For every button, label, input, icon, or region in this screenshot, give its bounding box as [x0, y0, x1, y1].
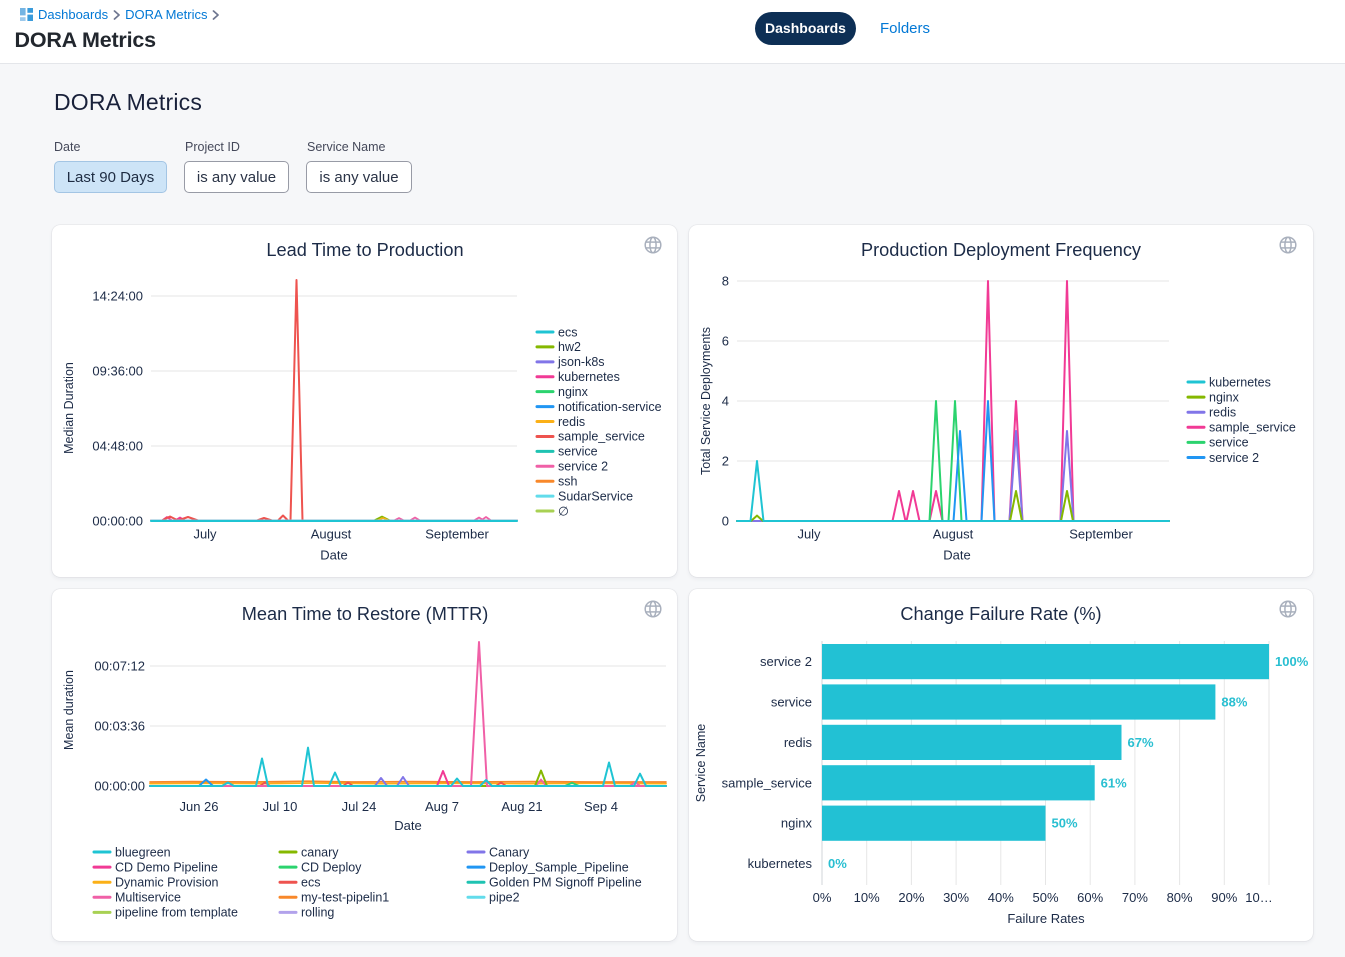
svg-text:Jun 26: Jun 26	[179, 799, 218, 814]
svg-text:Dynamic Provision: Dynamic Provision	[115, 876, 219, 890]
svg-text:Golden PM Signoff Pipeline: Golden PM Signoff Pipeline	[489, 876, 642, 890]
svg-text:80%: 80%	[1167, 890, 1193, 905]
svg-text:Jul 24: Jul 24	[342, 799, 377, 814]
svg-text:Failure Rates: Failure Rates	[1007, 911, 1085, 926]
svg-text:Mean duration: Mean duration	[62, 670, 76, 750]
svg-text:88%: 88%	[1221, 695, 1247, 710]
svg-text:00:07:12: 00:07:12	[94, 659, 145, 674]
svg-text:nginx: nginx	[781, 816, 813, 831]
svg-text:July: July	[193, 527, 217, 542]
svg-text:30%: 30%	[943, 890, 969, 905]
svg-text:Deploy_Sample_Pipeline: Deploy_Sample_Pipeline	[489, 860, 629, 874]
svg-text:Date: Date	[943, 548, 970, 563]
svg-text:Change Failure Rate (%): Change Failure Rate (%)	[900, 604, 1101, 624]
svg-text:Aug 7: Aug 7	[425, 799, 459, 814]
svg-text:70%: 70%	[1122, 890, 1148, 905]
svg-text:service 2: service 2	[760, 654, 812, 669]
svg-text:2: 2	[722, 454, 729, 469]
svg-text:Multiservice: Multiservice	[115, 891, 181, 905]
svg-text:ecs: ecs	[558, 325, 577, 339]
svg-text:Production Deployment Frequenc: Production Deployment Frequency	[861, 240, 1142, 260]
svg-text:Date: Date	[320, 548, 347, 563]
svg-text:Aug 21: Aug 21	[501, 799, 542, 814]
svg-text:61%: 61%	[1101, 775, 1127, 790]
svg-text:60%: 60%	[1077, 890, 1103, 905]
svg-text:0: 0	[722, 514, 729, 529]
svg-text:00:00:00: 00:00:00	[92, 514, 143, 529]
svg-text:nginx: nginx	[1209, 390, 1240, 404]
svg-text:redis: redis	[784, 735, 813, 750]
svg-text:notification-service: notification-service	[558, 400, 662, 414]
svg-text:90%: 90%	[1211, 890, 1237, 905]
svg-text:20%: 20%	[898, 890, 924, 905]
svg-text:sample_service: sample_service	[558, 430, 645, 444]
svg-text:Total Service Deployments: Total Service Deployments	[699, 327, 713, 475]
svg-text:CD Demo Pipeline: CD Demo Pipeline	[115, 860, 218, 874]
svg-text:Sep 4: Sep 4	[584, 799, 618, 814]
svg-text:sample_service: sample_service	[722, 775, 812, 790]
svg-text:09:36:00: 09:36:00	[92, 364, 143, 379]
svg-text:04:48:00: 04:48:00	[92, 439, 143, 454]
svg-text:json-k8s: json-k8s	[557, 355, 605, 369]
svg-text:service: service	[1209, 436, 1249, 450]
svg-text:Median Duration: Median Duration	[62, 362, 76, 454]
svg-text:kubernetes: kubernetes	[1209, 375, 1271, 389]
svg-text:service: service	[771, 695, 812, 710]
svg-text:ecs: ecs	[301, 876, 320, 890]
svg-text:10…: 10…	[1245, 890, 1272, 905]
svg-text:Date: Date	[394, 818, 421, 833]
svg-text:September: September	[425, 527, 489, 542]
svg-text:Service Name: Service Name	[694, 724, 708, 803]
svg-text:July: July	[797, 527, 821, 542]
svg-text:Lead Time to Production: Lead Time to Production	[266, 240, 463, 260]
svg-text:Canary: Canary	[489, 845, 530, 859]
svg-text:0%: 0%	[828, 856, 847, 871]
svg-text:67%: 67%	[1127, 735, 1153, 750]
svg-text:bluegreen: bluegreen	[115, 845, 171, 859]
svg-text:Jul 10: Jul 10	[263, 799, 298, 814]
svg-text:redis: redis	[558, 415, 585, 429]
svg-text:100%: 100%	[1275, 654, 1309, 669]
svg-text:redis: redis	[1209, 406, 1236, 420]
svg-text:4: 4	[722, 394, 729, 409]
svg-text:SudarService: SudarService	[558, 489, 633, 503]
svg-text:40%: 40%	[988, 890, 1014, 905]
svg-text:canary: canary	[301, 845, 339, 859]
svg-text:pipeline from template: pipeline from template	[115, 906, 238, 920]
svg-text:service 2: service 2	[1209, 451, 1259, 465]
svg-text:0%: 0%	[813, 890, 832, 905]
svg-text:10%: 10%	[854, 890, 880, 905]
svg-text:sample_service: sample_service	[1209, 421, 1296, 435]
svg-text:00:00:00: 00:00:00	[94, 779, 145, 794]
svg-text:August: August	[311, 527, 352, 542]
svg-text:00:03:36: 00:03:36	[94, 719, 145, 734]
svg-text:50%: 50%	[1032, 890, 1058, 905]
svg-text:rolling: rolling	[301, 906, 334, 920]
svg-text:kubernetes: kubernetes	[748, 856, 813, 871]
svg-text:50%: 50%	[1052, 816, 1078, 831]
svg-text:ssh: ssh	[558, 475, 578, 489]
svg-text:pipe2: pipe2	[489, 891, 520, 905]
svg-text:6: 6	[722, 334, 729, 349]
svg-text:hw2: hw2	[558, 340, 581, 354]
svg-text:∅: ∅	[558, 504, 569, 518]
svg-text:Mean Time to Restore (MTTR): Mean Time to Restore (MTTR)	[242, 604, 489, 624]
svg-text:CD Deploy: CD Deploy	[301, 860, 362, 874]
svg-text:14:24:00: 14:24:00	[92, 289, 143, 304]
svg-text:8: 8	[722, 274, 729, 289]
svg-text:my-test-pipelin1: my-test-pipelin1	[301, 891, 389, 905]
svg-text:nginx: nginx	[558, 385, 589, 399]
svg-text:September: September	[1069, 527, 1133, 542]
svg-text:service 2: service 2	[558, 460, 608, 474]
svg-text:kubernetes: kubernetes	[558, 370, 620, 384]
svg-text:service: service	[558, 445, 598, 459]
svg-text:August: August	[933, 527, 974, 542]
